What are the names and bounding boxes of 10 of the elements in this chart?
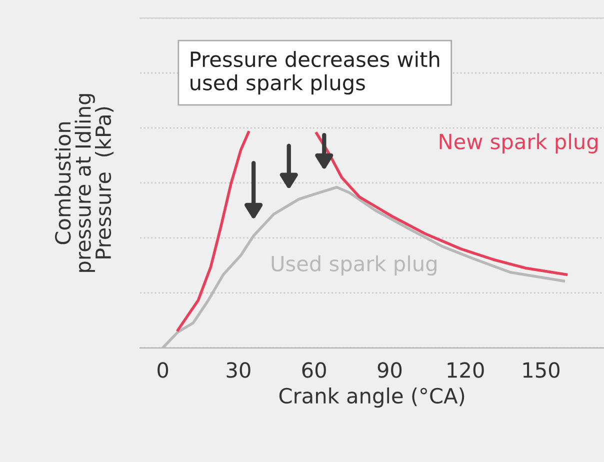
x-tick-label: 150: [523, 362, 560, 378]
x-tick-label: 0: [158, 362, 168, 378]
x-axis-title: Crank angle (°CA): [279, 387, 464, 408]
text: New spark plug: [440, 133, 598, 154]
x-tick-label: 120: [448, 362, 484, 378]
text: Pressure decreases with used spark plugs: [190, 51, 440, 94]
x-tick-label: 60: [302, 362, 326, 378]
y-axis-title: Combustion pressure at Idling Pressure (kPa): [54, 94, 114, 272]
x-tick-label: 30: [226, 362, 250, 378]
x-tick-label: 90: [378, 362, 402, 378]
